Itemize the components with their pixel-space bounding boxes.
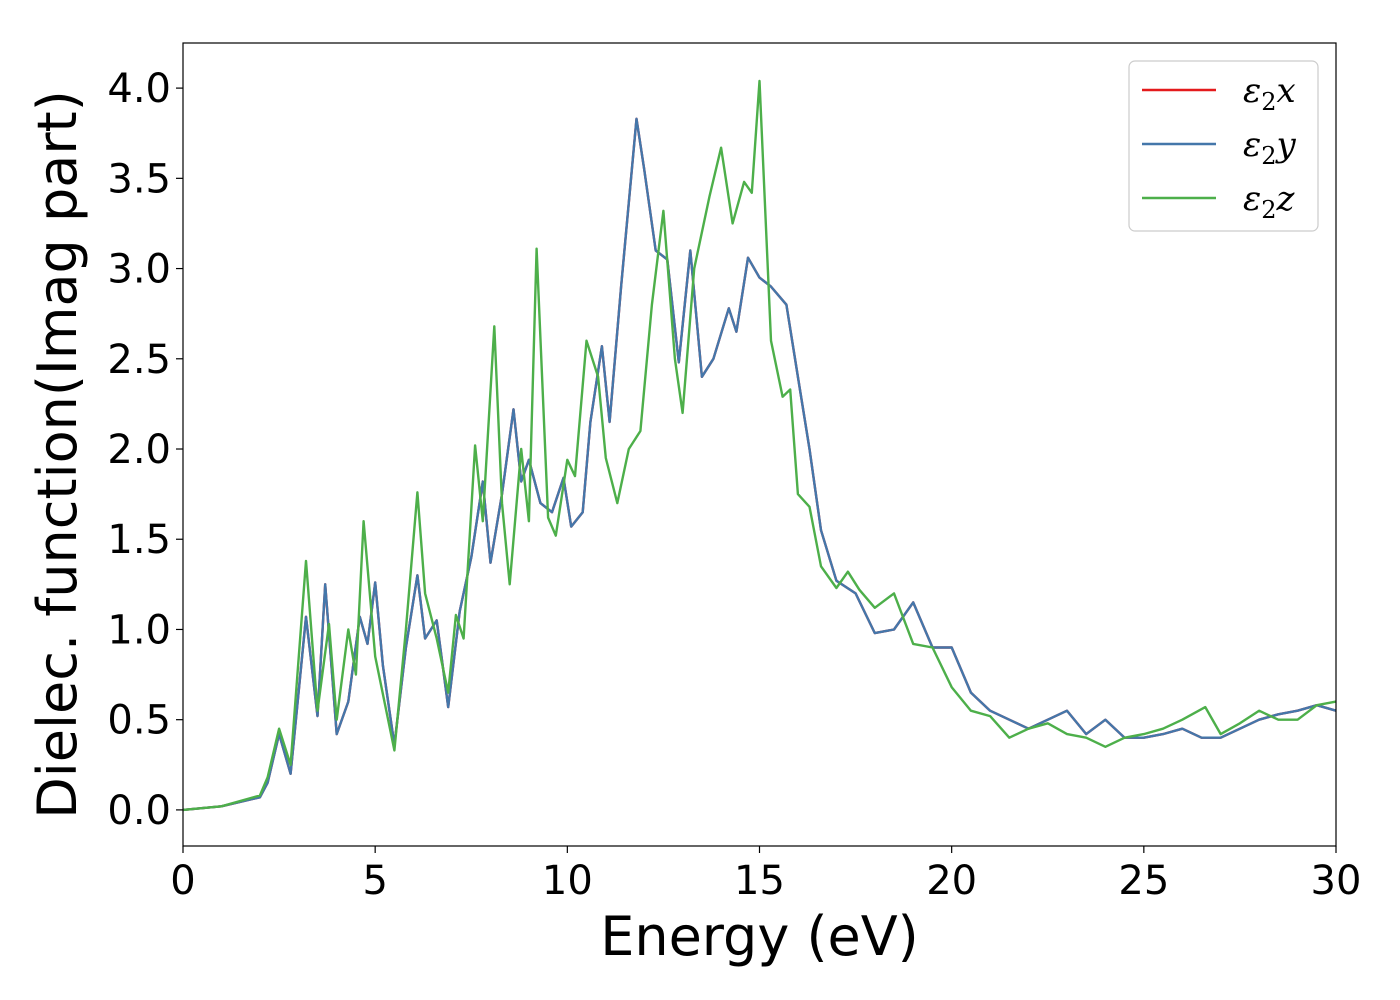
- y-tick-label: 3.5: [107, 156, 171, 202]
- x-axis-title: Energy (eV): [600, 905, 919, 968]
- legend-box: [1128, 60, 1319, 232]
- y-tick-label: 2.0: [107, 427, 171, 473]
- x-tick-label: 30: [1311, 858, 1362, 904]
- x-tick-label: 20: [926, 858, 977, 904]
- y-tick-label: 3.0: [107, 247, 171, 293]
- x-axis: 0 5 10 15 20 25 30: [170, 846, 1361, 904]
- legend: ε2x ε2y ε2z: [1128, 60, 1319, 232]
- series-line-y: [182, 117, 1337, 812]
- x-tick-label: 0: [170, 858, 195, 904]
- y-tick-label: 0.0: [107, 788, 171, 834]
- y-tick-label: 2.5: [107, 337, 171, 383]
- x-tick-label: 5: [362, 858, 387, 904]
- x-tick-label: 15: [734, 858, 785, 904]
- x-tick-label: 25: [1118, 858, 1169, 904]
- y-tick-label: 1.5: [107, 517, 171, 563]
- y-tick-label: 4.0: [107, 66, 171, 112]
- legend-label: ε2x: [1243, 71, 1296, 116]
- y-axis-title: Dielec. function(Imag part): [26, 90, 89, 819]
- series-line-z: [182, 79, 1337, 812]
- x-tick-label: 10: [542, 858, 593, 904]
- y-tick-label: 0.5: [107, 698, 171, 744]
- series-layer: [182, 79, 1337, 812]
- y-tick-label: 1.0: [107, 607, 171, 653]
- y-axis: 0.0 0.5 1.0 1.5 2.0 2.5 3.0 3.5 4.0: [107, 66, 183, 834]
- legend-label: ε2y: [1243, 125, 1297, 170]
- legend-label: ε2z: [1243, 179, 1296, 224]
